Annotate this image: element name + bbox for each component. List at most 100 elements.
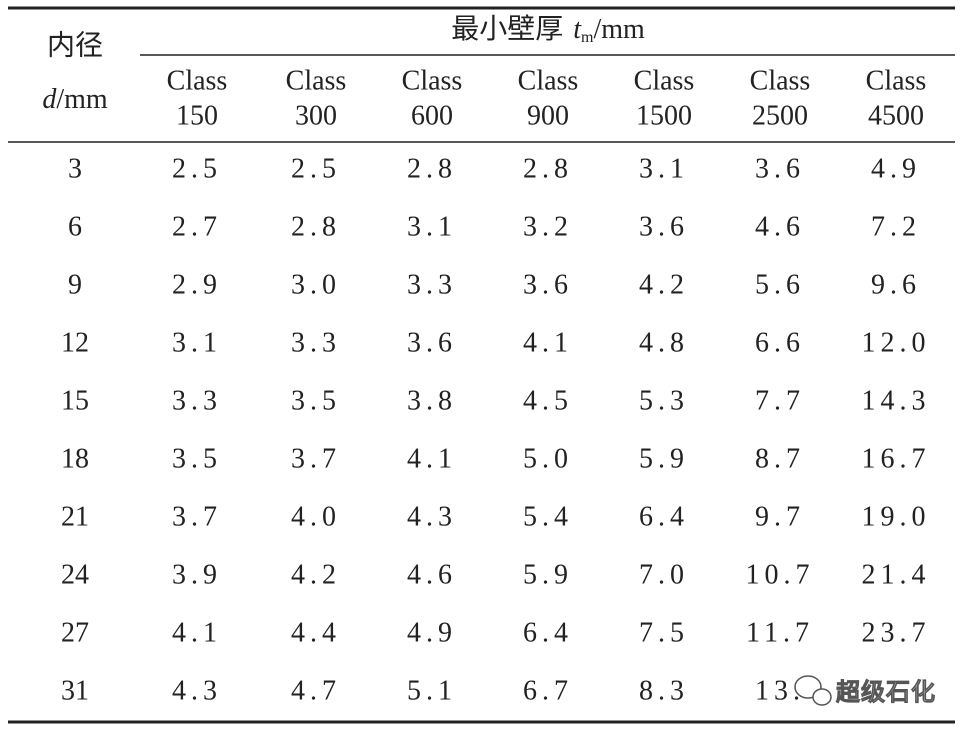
cell: 2.5 [291, 153, 341, 184]
cell: 4.0 [291, 501, 341, 532]
cell: 3.0 [291, 269, 341, 300]
column-header: 300 [295, 100, 337, 131]
cell: 2.9 [172, 269, 222, 300]
column-header: Class [167, 65, 228, 96]
cell: 5.1 [407, 675, 457, 706]
cell: 2.8 [407, 153, 457, 184]
cell: 3.1 [172, 327, 222, 358]
cell: 2.7 [172, 211, 222, 242]
cell: 5.9 [523, 559, 573, 590]
cell: 6.4 [639, 501, 689, 532]
row-label: 18 [61, 443, 89, 474]
cell: 3.1 [639, 153, 689, 184]
column-header: Class [286, 65, 347, 96]
cell: 3.3 [291, 327, 341, 358]
column-header: 2500 [752, 100, 808, 131]
column-header: Class [402, 65, 463, 96]
cell: 4.6 [407, 559, 457, 590]
cell: 4.8 [639, 327, 689, 358]
column-header: 4500 [868, 100, 924, 131]
column-header: 1500 [636, 100, 692, 131]
column-header: Class [750, 65, 811, 96]
cell: 13. [755, 675, 805, 706]
cell: 3.6 [755, 153, 805, 184]
cell: 5.6 [755, 269, 805, 300]
cell: 3.6 [523, 269, 573, 300]
cell: 5.9 [639, 443, 689, 474]
column-header: Class [518, 65, 579, 96]
cell: 23.7 [862, 617, 931, 648]
cell: 7.0 [639, 559, 689, 590]
cell: 6.4 [523, 617, 573, 648]
cell: 21.4 [862, 559, 931, 590]
cell: 4.4 [291, 617, 341, 648]
cell: 7.5 [639, 617, 689, 648]
column-header: 900 [527, 100, 569, 131]
cell: 3.7 [172, 501, 222, 532]
cell: 4.9 [871, 153, 921, 184]
table-body: Class 150 Class 300 Class 600 Class 900 Class 150… [61, 65, 931, 706]
cell: 5.4 [523, 501, 573, 532]
row-label: 31 [61, 675, 89, 706]
cell: 2.8 [523, 153, 573, 184]
cell: 16.7 [862, 443, 931, 474]
cell: 3.3 [172, 385, 222, 416]
row-label: 3 [68, 153, 82, 184]
cell: 3.7 [291, 443, 341, 474]
cell: 4.6 [755, 211, 805, 242]
cell: 5.3 [639, 385, 689, 416]
thickness-header: 最小壁厚 tm/mm [451, 13, 645, 45]
diameter-label: 内径 [47, 29, 103, 61]
row-label: 9 [68, 269, 82, 300]
diameter-unit: d/mm [42, 84, 108, 115]
cell: 3.6 [639, 211, 689, 242]
column-header: 150 [176, 100, 218, 131]
cell: 4.2 [639, 269, 689, 300]
cell: 7.2 [871, 211, 921, 242]
watermark-text: 超级石化 [836, 678, 936, 706]
cell: 3.9 [172, 559, 222, 590]
column-header: 600 [411, 100, 453, 131]
cell: 4.3 [407, 501, 457, 532]
cell: 3.6 [407, 327, 457, 358]
cell: 19.0 [862, 501, 931, 532]
cell: 3.5 [291, 385, 341, 416]
row-label: 21 [61, 501, 89, 532]
cell: 3.5 [172, 443, 222, 474]
cell: 4.5 [523, 385, 573, 416]
cell: 6.7 [523, 675, 573, 706]
cell: 6.6 [755, 327, 805, 358]
cell: 10.7 [746, 559, 815, 590]
cell: 8.7 [755, 443, 805, 474]
cell: 12.0 [862, 327, 931, 358]
cell: 4.1 [172, 617, 222, 648]
cell: 4.1 [523, 327, 573, 358]
row-label: 24 [61, 559, 89, 590]
cell: 3.2 [523, 211, 573, 242]
watermark: 超级石化 [794, 675, 936, 706]
cell: 5.0 [523, 443, 573, 474]
cell: 4.2 [291, 559, 341, 590]
cell: 4.3 [172, 675, 222, 706]
row-label: 15 [61, 385, 89, 416]
cell: 3.3 [407, 269, 457, 300]
cell: 4.7 [291, 675, 341, 706]
row-label: 27 [61, 617, 89, 648]
cell: 7.7 [755, 385, 805, 416]
cell: 3.8 [407, 385, 457, 416]
cell: 9.6 [871, 269, 921, 300]
cell: 14.3 [862, 385, 931, 416]
cell: 9.7 [755, 501, 805, 532]
cell: 2.8 [291, 211, 341, 242]
row-label: 12 [61, 327, 89, 358]
cell: 8.3 [639, 675, 689, 706]
cell: 4.1 [407, 443, 457, 474]
cell: 3.1 [407, 211, 457, 242]
cell: 2.5 [172, 153, 222, 184]
cell: 11.7 [746, 617, 814, 648]
cell: 4.9 [407, 617, 457, 648]
row-label: 6 [68, 211, 82, 242]
column-header: Class [634, 65, 695, 96]
column-header: Class [866, 65, 927, 96]
